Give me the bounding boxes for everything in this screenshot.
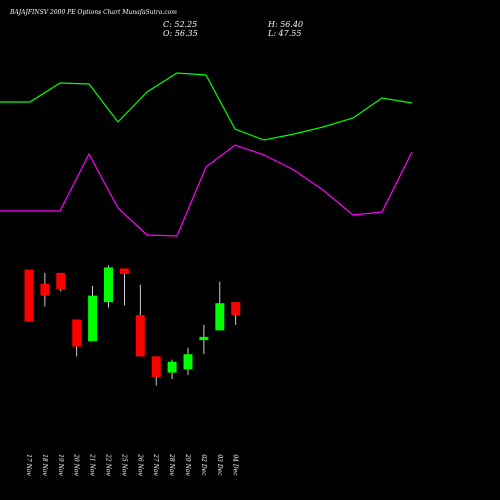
x-tick-label: 04 Dec bbox=[232, 454, 239, 476]
x-tick-label: 19 Nov bbox=[57, 454, 64, 476]
high-value-label: H: 56.40 bbox=[267, 20, 303, 29]
candle-19-nov bbox=[56, 272, 66, 292]
candle-body-down bbox=[231, 302, 241, 316]
candle-04-dec bbox=[231, 302, 241, 325]
candle-28-nov bbox=[167, 359, 177, 380]
candle-body-up bbox=[183, 354, 193, 370]
chart-title: BAJAJFINSV 2000 PE Options Chart MunafaS… bbox=[9, 9, 177, 16]
x-tick-label: 03 Dec bbox=[216, 454, 223, 476]
candle-body-down bbox=[151, 356, 161, 377]
candle-20-nov bbox=[72, 319, 82, 357]
candle-body-up bbox=[199, 336, 209, 341]
x-axis-ticks: 17 Nov 18 Nov 19 Nov 20 Nov 21 Nov 22 Nov 25 N… bbox=[25, 453, 239, 476]
candle-body-down bbox=[24, 269, 34, 322]
x-tick-label: 21 Nov bbox=[89, 453, 96, 476]
candle-body-down bbox=[135, 315, 145, 357]
candle-18-nov bbox=[40, 272, 50, 307]
candle-17-nov bbox=[24, 269, 34, 322]
x-tick-label: 27 Nov bbox=[152, 453, 159, 476]
candle-25-nov bbox=[119, 268, 129, 306]
candle-body-up bbox=[167, 361, 177, 373]
x-tick-label: 25 Nov bbox=[120, 453, 127, 476]
candle-26-nov bbox=[135, 284, 145, 357]
candle-02-dec bbox=[199, 324, 209, 355]
x-tick-label: 20 Nov bbox=[73, 453, 80, 476]
x-tick-label: 02 Dec bbox=[200, 454, 207, 476]
candle-body-down bbox=[56, 272, 66, 290]
candles bbox=[24, 265, 241, 386]
candle-body-down bbox=[40, 283, 50, 296]
open-value-label: O: 56.35 bbox=[163, 29, 198, 38]
lower-indicator-line bbox=[0, 144, 413, 237]
indicator-lines bbox=[0, 72, 413, 237]
candle-body-up bbox=[215, 303, 225, 331]
upper-indicator-line bbox=[0, 72, 413, 141]
x-tick-label: 28 Nov bbox=[168, 453, 175, 476]
candle-body-up bbox=[88, 295, 98, 342]
x-tick-label: 22 Nov bbox=[105, 453, 112, 476]
candle-22-nov bbox=[104, 265, 113, 308]
close-value-label: C: 52.25 bbox=[163, 20, 197, 29]
candle-29-nov bbox=[183, 347, 193, 375]
x-tick-label: 26 Nov bbox=[136, 453, 143, 476]
candle-21-nov bbox=[88, 285, 98, 342]
candle-body-up bbox=[104, 267, 113, 303]
candle-body-down bbox=[119, 268, 129, 274]
candle-03-dec bbox=[215, 281, 225, 331]
candle-27-nov bbox=[151, 356, 161, 386]
candle-body-down bbox=[72, 319, 82, 347]
x-tick-label: 18 Nov bbox=[41, 454, 48, 476]
low-value-label: L: 47.55 bbox=[267, 29, 301, 38]
x-tick-label: 29 Nov bbox=[184, 453, 191, 476]
x-tick-label: 17 Nov bbox=[25, 454, 32, 476]
